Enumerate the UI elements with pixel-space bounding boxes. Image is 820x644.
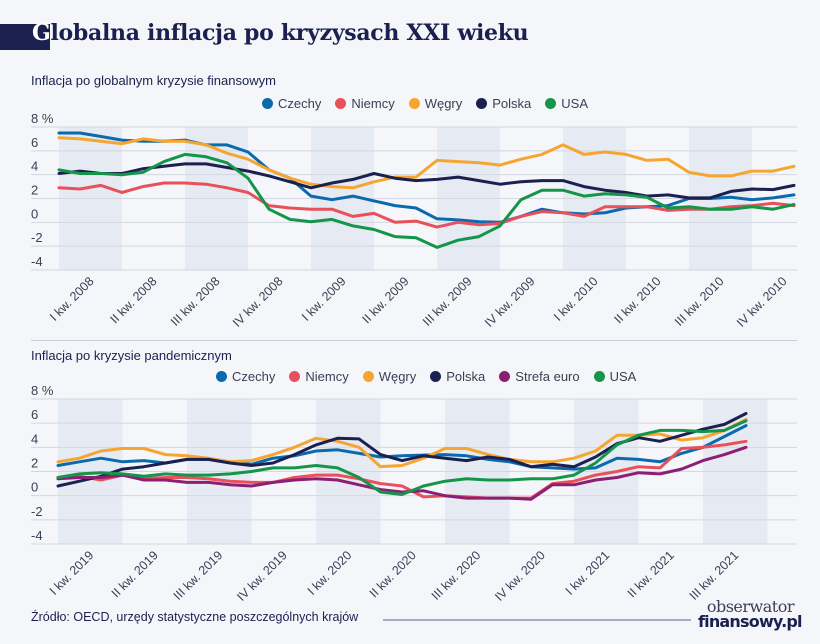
legend-dot-icon xyxy=(593,371,605,382)
y-tick-label: 2 xyxy=(31,183,38,198)
legend-label: Węgry xyxy=(378,369,417,384)
legend-dot-icon xyxy=(335,98,347,109)
y-tick-label: 2 xyxy=(31,456,38,471)
legend-dot-icon xyxy=(430,371,442,382)
chart-1-legend: Czechy Niemcy Węgry Polska USA xyxy=(262,96,588,111)
x-tick-label: I kw. 2021 xyxy=(563,548,613,598)
legend-dot-icon xyxy=(476,98,488,109)
series-line-polska xyxy=(57,162,796,200)
legend-dot-icon xyxy=(289,371,301,382)
x-tick-label: I kw. 2019 xyxy=(47,548,97,598)
legend-item: Węgry xyxy=(362,369,417,384)
chart-2-legend: Czechy Niemcy Węgry Polska Strefa euro USA xyxy=(216,369,636,384)
legend-dot-icon xyxy=(408,98,420,109)
x-tick-label: III kw. 2020 xyxy=(429,548,484,603)
page-title: Globalna inflacja po kryzysach XXI wieku xyxy=(32,20,529,46)
series-line-węgry xyxy=(57,136,796,190)
y-tick-label: 4 xyxy=(31,159,38,174)
x-tick-label: III kw. 2021 xyxy=(687,548,742,603)
title-accent-block xyxy=(0,24,50,50)
series-line-usa xyxy=(56,419,748,496)
y-tick-label: 0 xyxy=(31,206,38,221)
x-tick-label: III kw. 2019 xyxy=(171,548,226,603)
legend-label: Czechy xyxy=(278,96,322,111)
logo: obserwator finansowy.pl xyxy=(698,597,803,631)
source-note: Źródło: OECD, urzędy statystyczne poszcz… xyxy=(31,610,359,624)
y-tick-label: -4 xyxy=(31,254,43,269)
series-line-usa xyxy=(57,152,796,249)
y-tick-label: 4 xyxy=(31,431,38,446)
y-tick-label: 6 xyxy=(31,135,38,150)
y-tick-label: 8 % xyxy=(31,111,54,126)
legend-item: Niemcy xyxy=(335,96,395,111)
legend-item: USA xyxy=(545,96,588,111)
x-tick-label: IV kw. 2019 xyxy=(234,548,290,604)
legend-item: USA xyxy=(593,369,637,384)
y-tick-label: -2 xyxy=(31,504,43,519)
legend-item: Węgry xyxy=(408,96,463,111)
y-tick-label: 6 xyxy=(31,407,38,422)
legend-label: USA xyxy=(561,96,589,111)
legend-item: Czechy xyxy=(262,96,321,111)
y-tick-label: -2 xyxy=(31,230,43,245)
source-line xyxy=(383,619,691,621)
legend-dot-icon xyxy=(262,98,273,109)
series-line-węgry xyxy=(56,418,748,469)
divider xyxy=(31,340,797,341)
legend-label: Czechy xyxy=(232,369,276,384)
series-line-niemcy xyxy=(56,439,748,500)
legend-item: Polska xyxy=(476,96,531,111)
x-tick-label: II kw. 2019 xyxy=(109,548,161,600)
legend-item: Czechy xyxy=(216,369,275,384)
legend-label: Strefa euro xyxy=(515,369,580,384)
x-tick-label: IV kw. 2020 xyxy=(492,548,548,604)
legend-item: Niemcy xyxy=(289,369,349,384)
chart-2-title: Inflacja po kryzysie pandemicznym xyxy=(31,348,232,363)
chart-1-title: Inflacja po globalnym kryzysie finansowy… xyxy=(31,73,276,88)
legend-dot-icon xyxy=(216,371,227,382)
series-line-strefa-euro xyxy=(56,445,748,501)
x-tick-label: II kw. 2021 xyxy=(625,548,677,600)
x-tick-label: I kw. 2020 xyxy=(305,548,355,598)
legend-dot-icon xyxy=(545,98,557,109)
y-tick-label: 0 xyxy=(31,480,38,495)
legend-label: USA xyxy=(609,369,637,384)
legend-label: Polska xyxy=(446,369,486,384)
legend-label: Węgry xyxy=(424,96,463,111)
legend-dot-icon xyxy=(499,371,511,382)
y-tick-label: 8 % xyxy=(31,383,54,398)
y-tick-label: -4 xyxy=(31,528,43,543)
legend-item: Polska xyxy=(430,369,485,384)
legend-item: Strefa euro xyxy=(499,369,580,384)
series-line-niemcy xyxy=(57,181,796,229)
legend-label: Polska xyxy=(492,96,532,111)
legend-dot-icon xyxy=(362,371,374,382)
legend-label: Niemcy xyxy=(305,369,349,384)
legend-label: Niemcy xyxy=(351,96,395,111)
x-tick-label: II kw. 2020 xyxy=(367,548,419,600)
